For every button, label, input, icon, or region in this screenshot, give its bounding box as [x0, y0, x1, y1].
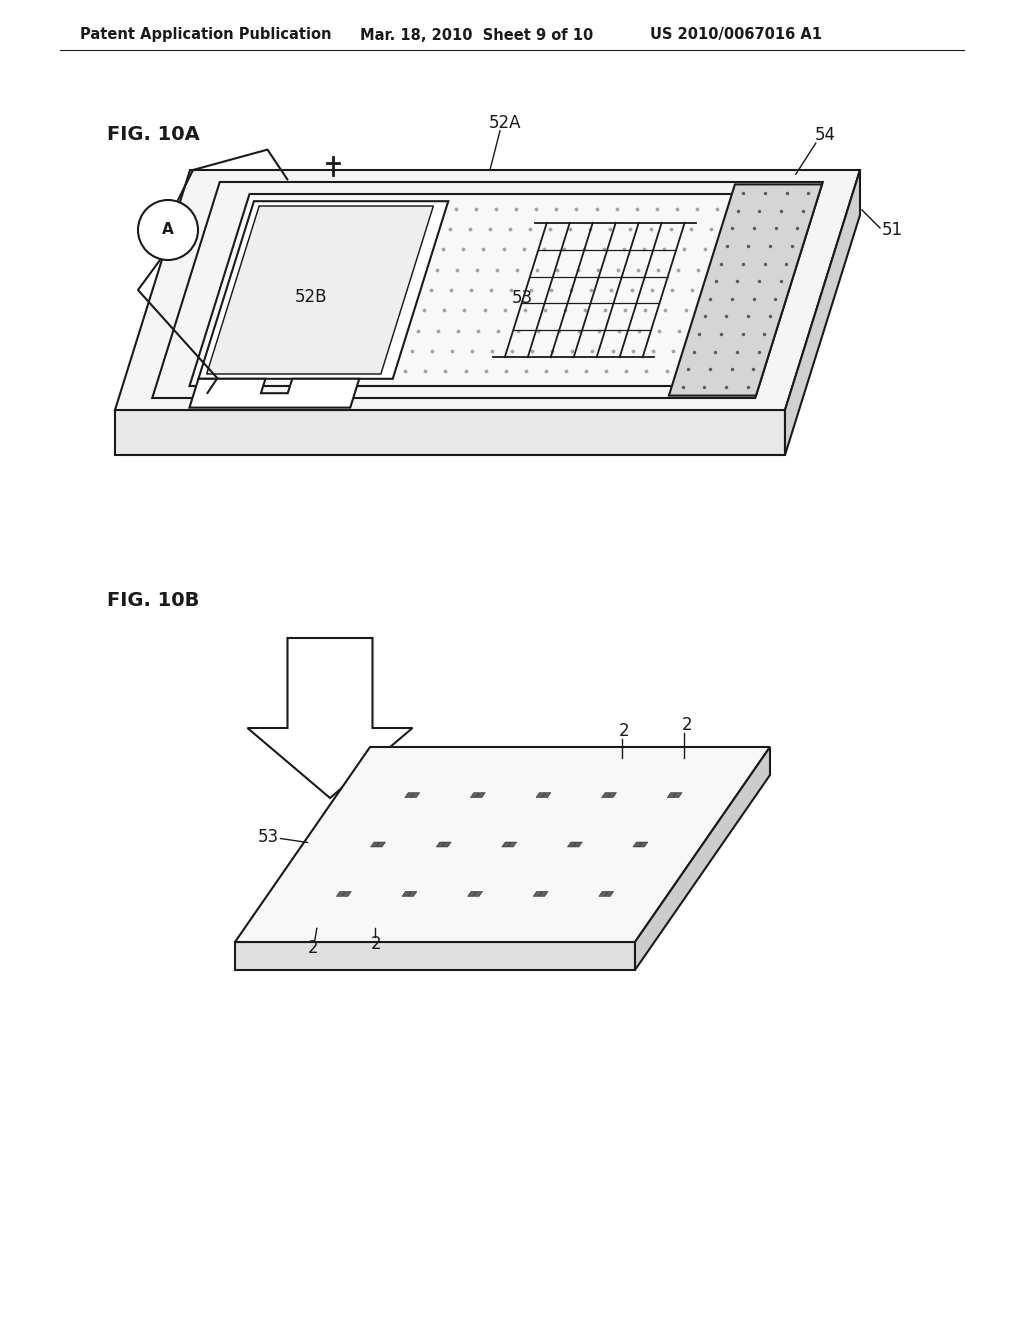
Polygon shape — [199, 201, 449, 379]
Polygon shape — [115, 170, 860, 411]
Polygon shape — [189, 379, 359, 408]
Polygon shape — [669, 185, 822, 396]
Polygon shape — [605, 891, 613, 896]
Polygon shape — [536, 792, 545, 797]
Polygon shape — [189, 194, 785, 385]
Polygon shape — [377, 842, 385, 847]
Polygon shape — [468, 891, 476, 896]
Text: Patent Application Publication: Patent Application Publication — [80, 28, 332, 42]
Text: 2: 2 — [307, 940, 318, 957]
Polygon shape — [473, 891, 482, 896]
Polygon shape — [673, 792, 682, 797]
Polygon shape — [639, 842, 648, 847]
Text: 53: 53 — [512, 289, 534, 308]
Text: 53: 53 — [258, 828, 280, 846]
Polygon shape — [573, 842, 583, 847]
Text: 51: 51 — [882, 220, 903, 239]
Polygon shape — [234, 942, 635, 970]
Text: US 2010/0067016 A1: US 2010/0067016 A1 — [650, 28, 822, 42]
Polygon shape — [470, 792, 479, 797]
Polygon shape — [408, 891, 417, 896]
Polygon shape — [436, 842, 445, 847]
Text: 2: 2 — [682, 715, 692, 734]
Polygon shape — [567, 842, 577, 847]
Polygon shape — [785, 170, 860, 455]
Polygon shape — [635, 747, 770, 970]
Polygon shape — [248, 638, 413, 799]
Polygon shape — [337, 891, 345, 896]
Text: 2: 2 — [618, 722, 630, 739]
Polygon shape — [540, 891, 548, 896]
Text: FIG. 10A: FIG. 10A — [106, 125, 200, 144]
Polygon shape — [599, 891, 607, 896]
Polygon shape — [442, 842, 452, 847]
Text: 54: 54 — [815, 127, 837, 144]
Polygon shape — [207, 206, 433, 374]
Polygon shape — [668, 792, 676, 797]
Polygon shape — [371, 842, 380, 847]
Text: 52B: 52B — [295, 288, 328, 306]
Polygon shape — [402, 891, 411, 896]
Polygon shape — [601, 792, 610, 797]
Text: A: A — [162, 223, 174, 238]
Polygon shape — [115, 411, 785, 455]
Polygon shape — [411, 792, 420, 797]
Polygon shape — [508, 842, 517, 847]
Text: FIG. 10B: FIG. 10B — [106, 590, 200, 610]
Polygon shape — [342, 891, 351, 896]
Polygon shape — [404, 792, 414, 797]
Polygon shape — [633, 842, 642, 847]
Text: Mar. 18, 2010  Sheet 9 of 10: Mar. 18, 2010 Sheet 9 of 10 — [360, 28, 593, 42]
Polygon shape — [534, 891, 542, 896]
Polygon shape — [476, 792, 485, 797]
Circle shape — [138, 201, 198, 260]
Polygon shape — [502, 842, 511, 847]
Polygon shape — [607, 792, 616, 797]
Text: 52A: 52A — [488, 114, 521, 132]
Polygon shape — [234, 747, 770, 942]
Polygon shape — [542, 792, 551, 797]
Text: 2: 2 — [371, 936, 381, 953]
